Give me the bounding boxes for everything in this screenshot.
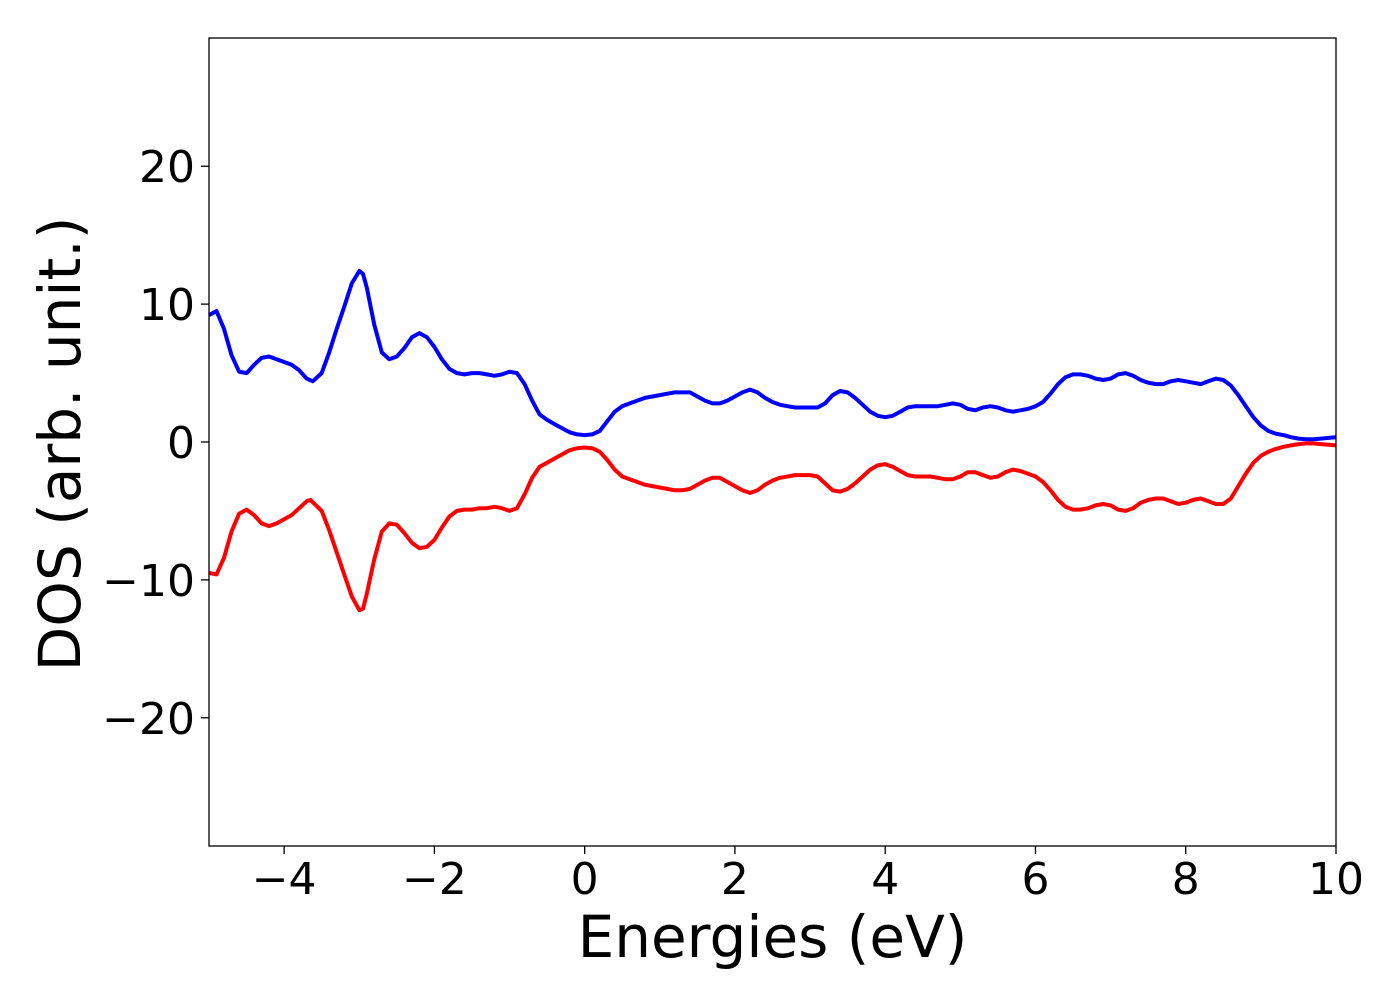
y-axis-ticks: 20 10 0 −10 −20 [102, 142, 209, 745]
x-tick-label: 4 [871, 854, 899, 905]
plot-area-frame [208, 37, 1337, 847]
x-tick-label: 10 [1308, 854, 1364, 905]
y-tick-label: 20 [139, 142, 195, 193]
y-tick-label: 0 [167, 418, 195, 469]
dos-series-line-1 [209, 269, 1336, 442]
series-layer [209, 269, 1336, 613]
y-tick-label: −10 [102, 556, 195, 607]
x-tick-label: 2 [721, 854, 749, 905]
x-tick-label: 0 [571, 854, 599, 905]
y-tick-label: −20 [102, 694, 195, 745]
dos-series-line-2 [209, 441, 1336, 613]
x-tick-label: −4 [252, 854, 317, 905]
x-tick-label: 6 [1021, 854, 1049, 905]
y-axis-label: DOS (arb. unit.) [26, 217, 94, 672]
x-axis-label: Energies (eV) [578, 903, 968, 971]
y-tick-label: 10 [139, 280, 195, 331]
x-tick-label: 8 [1172, 854, 1200, 905]
x-tick-label: −2 [402, 854, 467, 905]
x-axis-ticks: −4 −2 0 2 4 6 8 10 [252, 846, 1364, 905]
